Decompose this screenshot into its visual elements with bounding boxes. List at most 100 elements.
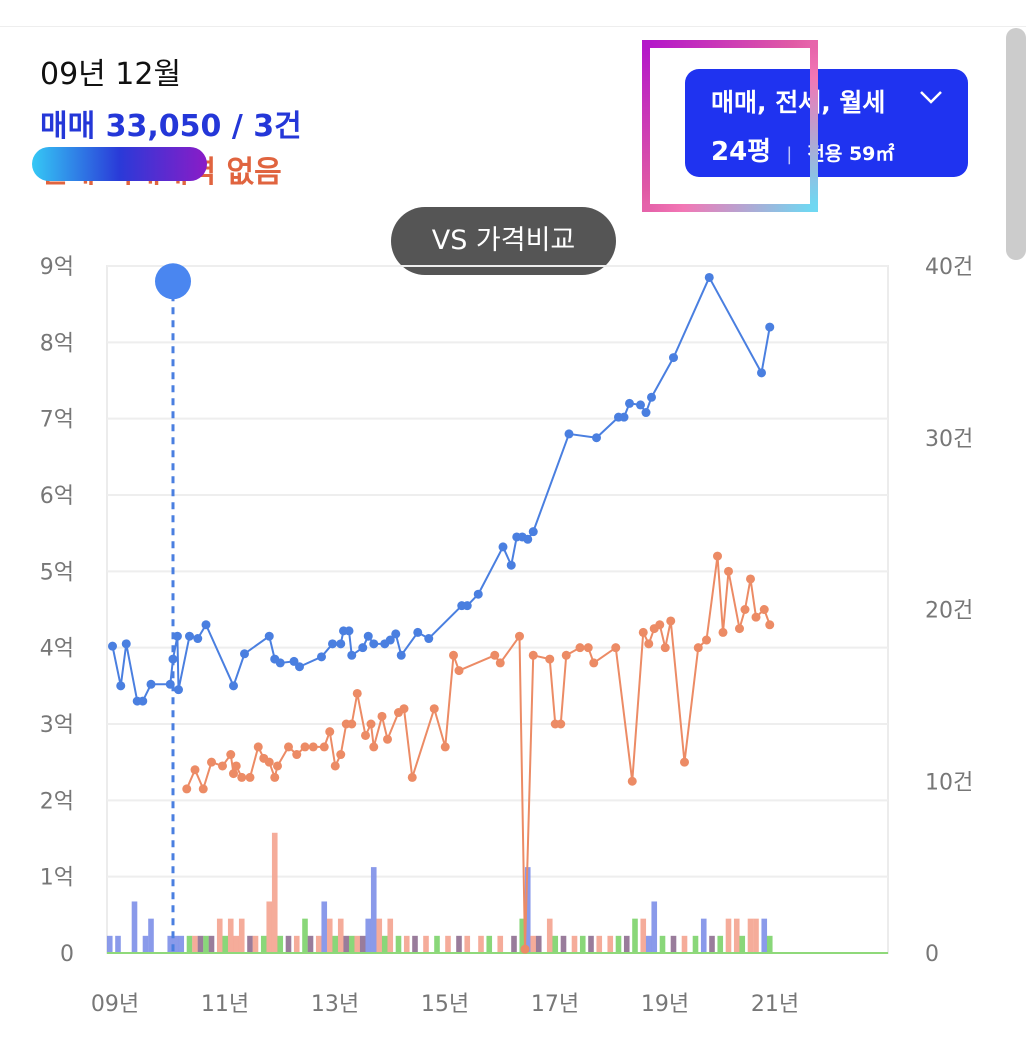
jeonse-data-point: [377, 711, 387, 721]
jeonse-data-point: [556, 719, 566, 729]
scrollbar[interactable]: [1006, 28, 1026, 260]
jeonse-data-point: [207, 757, 216, 767]
price-chart[interactable]: 0 1억 2억 3억 4억 5억 6억 7억 8억 9억 0 10건 20건 30건 40건 09년 11년 13…: [0, 240, 1026, 1040]
volume-bar: [376, 918, 383, 953]
sale-data-point: [704, 272, 714, 282]
sale-data-point: [229, 681, 238, 691]
y-right-tick-label: 20건: [925, 599, 973, 624]
sale-data-point: [506, 560, 516, 570]
jeonse-data-point: [589, 658, 599, 668]
volume-bar: [434, 935, 440, 953]
volume-bar: [142, 935, 149, 953]
jeonse-data-point: [627, 776, 637, 786]
jeonse-data-point: [545, 654, 555, 664]
volume-bar: [222, 935, 229, 953]
sale-data-point: [138, 696, 148, 706]
sale-data-point: [336, 639, 346, 649]
volume-bar: [186, 935, 193, 953]
volume-bar: [681, 935, 688, 953]
volume-bar: [423, 935, 429, 953]
volume-bar: [753, 918, 759, 953]
volume-bar: [632, 918, 638, 953]
jeonse-data-point: [352, 688, 362, 698]
sale-series-line: [111, 276, 771, 703]
volume-bar: [552, 935, 559, 953]
sale-data-point: [264, 631, 274, 641]
sale-data-point: [669, 353, 678, 363]
jeonse-data-point: [666, 616, 676, 626]
jeonse-data-point: [273, 761, 282, 771]
chevron-down-icon: [920, 91, 942, 104]
y-left-tick-label: 0: [60, 942, 74, 967]
volume-bar: [596, 935, 603, 953]
jeonse-data-point: [520, 944, 530, 954]
sale-data-point: [369, 639, 379, 649]
volume-bar: [131, 901, 138, 953]
volume-bar: [766, 935, 773, 953]
sale-summary: 매매 33,050 / 3건: [40, 109, 302, 144]
volume-bar: [607, 935, 614, 953]
volume-bar: [651, 901, 658, 953]
volume-bar: [535, 935, 542, 953]
jeonse-data-point: [751, 612, 761, 622]
sale-data-point: [636, 400, 645, 410]
jeonse-data-point: [718, 627, 728, 637]
volume-bar: [395, 935, 402, 953]
sale-data-point: [165, 679, 175, 689]
top-divider: [0, 0, 1026, 27]
jeonse-data-point: [449, 650, 458, 660]
volume-bar: [354, 935, 361, 953]
jeonse-data-point: [655, 620, 665, 630]
gradient-highlight-bar: [32, 147, 207, 181]
jeonse-data-point: [740, 605, 750, 614]
jeonse-data-point: [264, 757, 274, 767]
sale-data-point: [625, 398, 634, 408]
jeonse-data-point: [226, 750, 236, 760]
jeonse-data-point: [361, 730, 370, 740]
volume-bar: [381, 935, 388, 953]
focus-highlight-frame: [642, 40, 818, 212]
volume-bar: [252, 935, 259, 953]
volume-bar: [285, 935, 292, 953]
volume-bar: [511, 935, 517, 953]
y-left-tick-label: 7억: [40, 408, 74, 433]
sale-data-point: [174, 685, 183, 695]
volume-bar: [412, 935, 418, 953]
y-left-tick-label: 6억: [40, 484, 74, 509]
y-left-tick-label: 5억: [40, 560, 74, 585]
sale-data-point: [528, 527, 538, 537]
y-left-tick-label: 8억: [40, 331, 74, 356]
sale-data-point: [240, 649, 249, 659]
volume-bar: [315, 935, 322, 953]
price-compare-button[interactable]: VS 가격비교: [391, 207, 616, 275]
jeonse-data-point: [270, 772, 280, 782]
volume-bar: [403, 935, 410, 953]
sale-data-point: [358, 643, 368, 653]
jeonse-data-point: [515, 631, 524, 641]
volume-bar: [216, 918, 223, 953]
volume-bar: [588, 935, 594, 953]
jeonse-data-point: [693, 643, 703, 653]
volume-bar: [293, 935, 300, 953]
y-right-tick-label: 0: [925, 942, 939, 967]
volume-bar: [203, 935, 209, 953]
volume-bar: [519, 918, 526, 953]
volume-bar: [464, 935, 471, 953]
y-left-tick-label: 2억: [40, 789, 74, 814]
sale-data-point: [424, 634, 434, 644]
jeonse-data-point: [407, 772, 417, 782]
volume-bar: [148, 918, 154, 953]
volume-bar: [725, 918, 732, 953]
volume-bar: [247, 935, 253, 953]
volume-bar: [359, 935, 366, 953]
sale-data-point: [344, 626, 354, 636]
sale-data-point: [498, 542, 508, 552]
sale-data-point: [295, 662, 304, 672]
cursor-handle[interactable]: [155, 263, 191, 300]
jeonse-data-point: [561, 650, 571, 660]
jeonse-data-point: [229, 769, 238, 779]
x-tick-label: 17년: [531, 992, 579, 1017]
volume-bar: [178, 935, 185, 953]
sale-data-point: [328, 639, 337, 649]
y-right-tick-label: 40건: [925, 255, 973, 280]
